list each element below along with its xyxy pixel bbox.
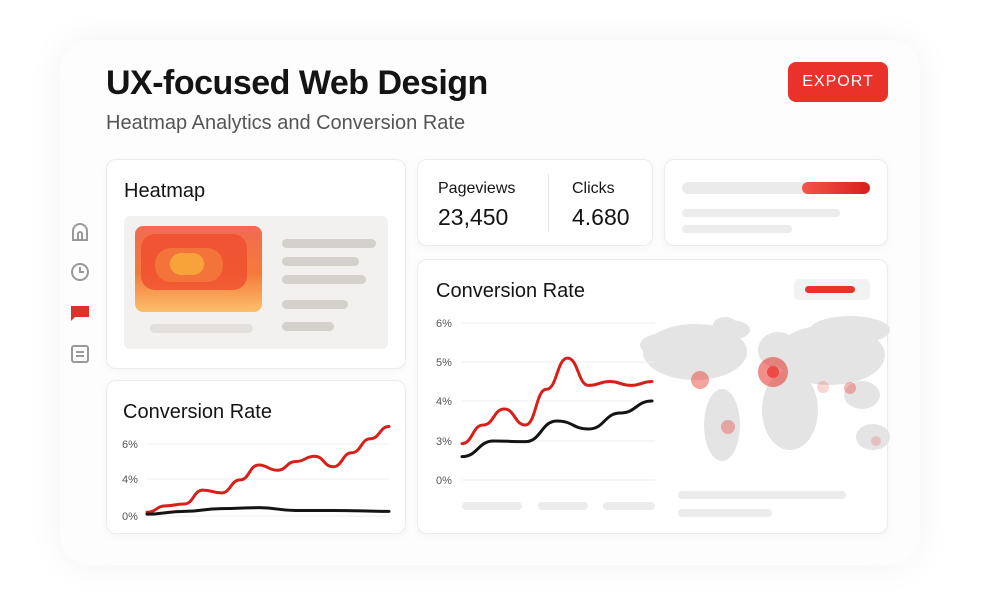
series-line-black xyxy=(460,399,654,459)
clicks-value: 4.680 xyxy=(572,204,630,230)
series-line-red xyxy=(460,356,654,446)
heatmap-card: Heatmap xyxy=(106,159,406,369)
export-button[interactable]: EXPORT xyxy=(788,62,888,102)
heatmap-title: Heatmap xyxy=(124,180,206,202)
comment-icon[interactable] xyxy=(70,303,90,323)
y-tick-label: 3% xyxy=(436,436,452,448)
conversion-title: Conversion Rate xyxy=(436,280,585,302)
y-tick-label: 0% xyxy=(122,511,138,523)
heatmap-preview xyxy=(124,216,388,349)
progress-fill xyxy=(802,182,870,194)
y-tick-label: 0% xyxy=(436,475,452,487)
document-icon[interactable] xyxy=(70,344,90,364)
world-map xyxy=(640,316,890,461)
progress-card xyxy=(664,159,888,246)
page-subtitle: Heatmap Analytics and Conversion Rate xyxy=(106,112,466,134)
clock-icon[interactable] xyxy=(70,262,90,282)
y-tick-label: 6% xyxy=(436,318,452,330)
conversion-card: Conversion Rate xyxy=(417,259,888,534)
pageviews-value: 23,450 xyxy=(438,204,509,230)
conversion-small-title: Conversion Rate xyxy=(123,401,272,423)
divider xyxy=(548,174,549,232)
legend-chip[interactable] xyxy=(794,279,870,300)
heatmap-blob xyxy=(135,226,262,312)
page-title: UX-focused Web Design xyxy=(106,64,488,102)
y-tick-label: 6% xyxy=(122,439,138,451)
y-tick-label: 4% xyxy=(436,396,452,408)
stats-card: Pageviews 23,450 Clicks 4.680 xyxy=(417,159,653,246)
y-tick-label: 5% xyxy=(436,357,452,369)
y-tick-label: 4% xyxy=(122,474,138,486)
large-line-chart: 6% 5% 4% 3% 0% xyxy=(436,318,655,487)
clicks-label: Clicks xyxy=(572,180,615,197)
home-icon[interactable] xyxy=(70,222,90,242)
series-line-red xyxy=(145,425,391,514)
progress-bar xyxy=(682,182,870,194)
series-line-black xyxy=(145,506,391,516)
pageviews-label: Pageviews xyxy=(438,180,516,197)
small-line-chart: 6% 4% 0% xyxy=(122,425,391,523)
